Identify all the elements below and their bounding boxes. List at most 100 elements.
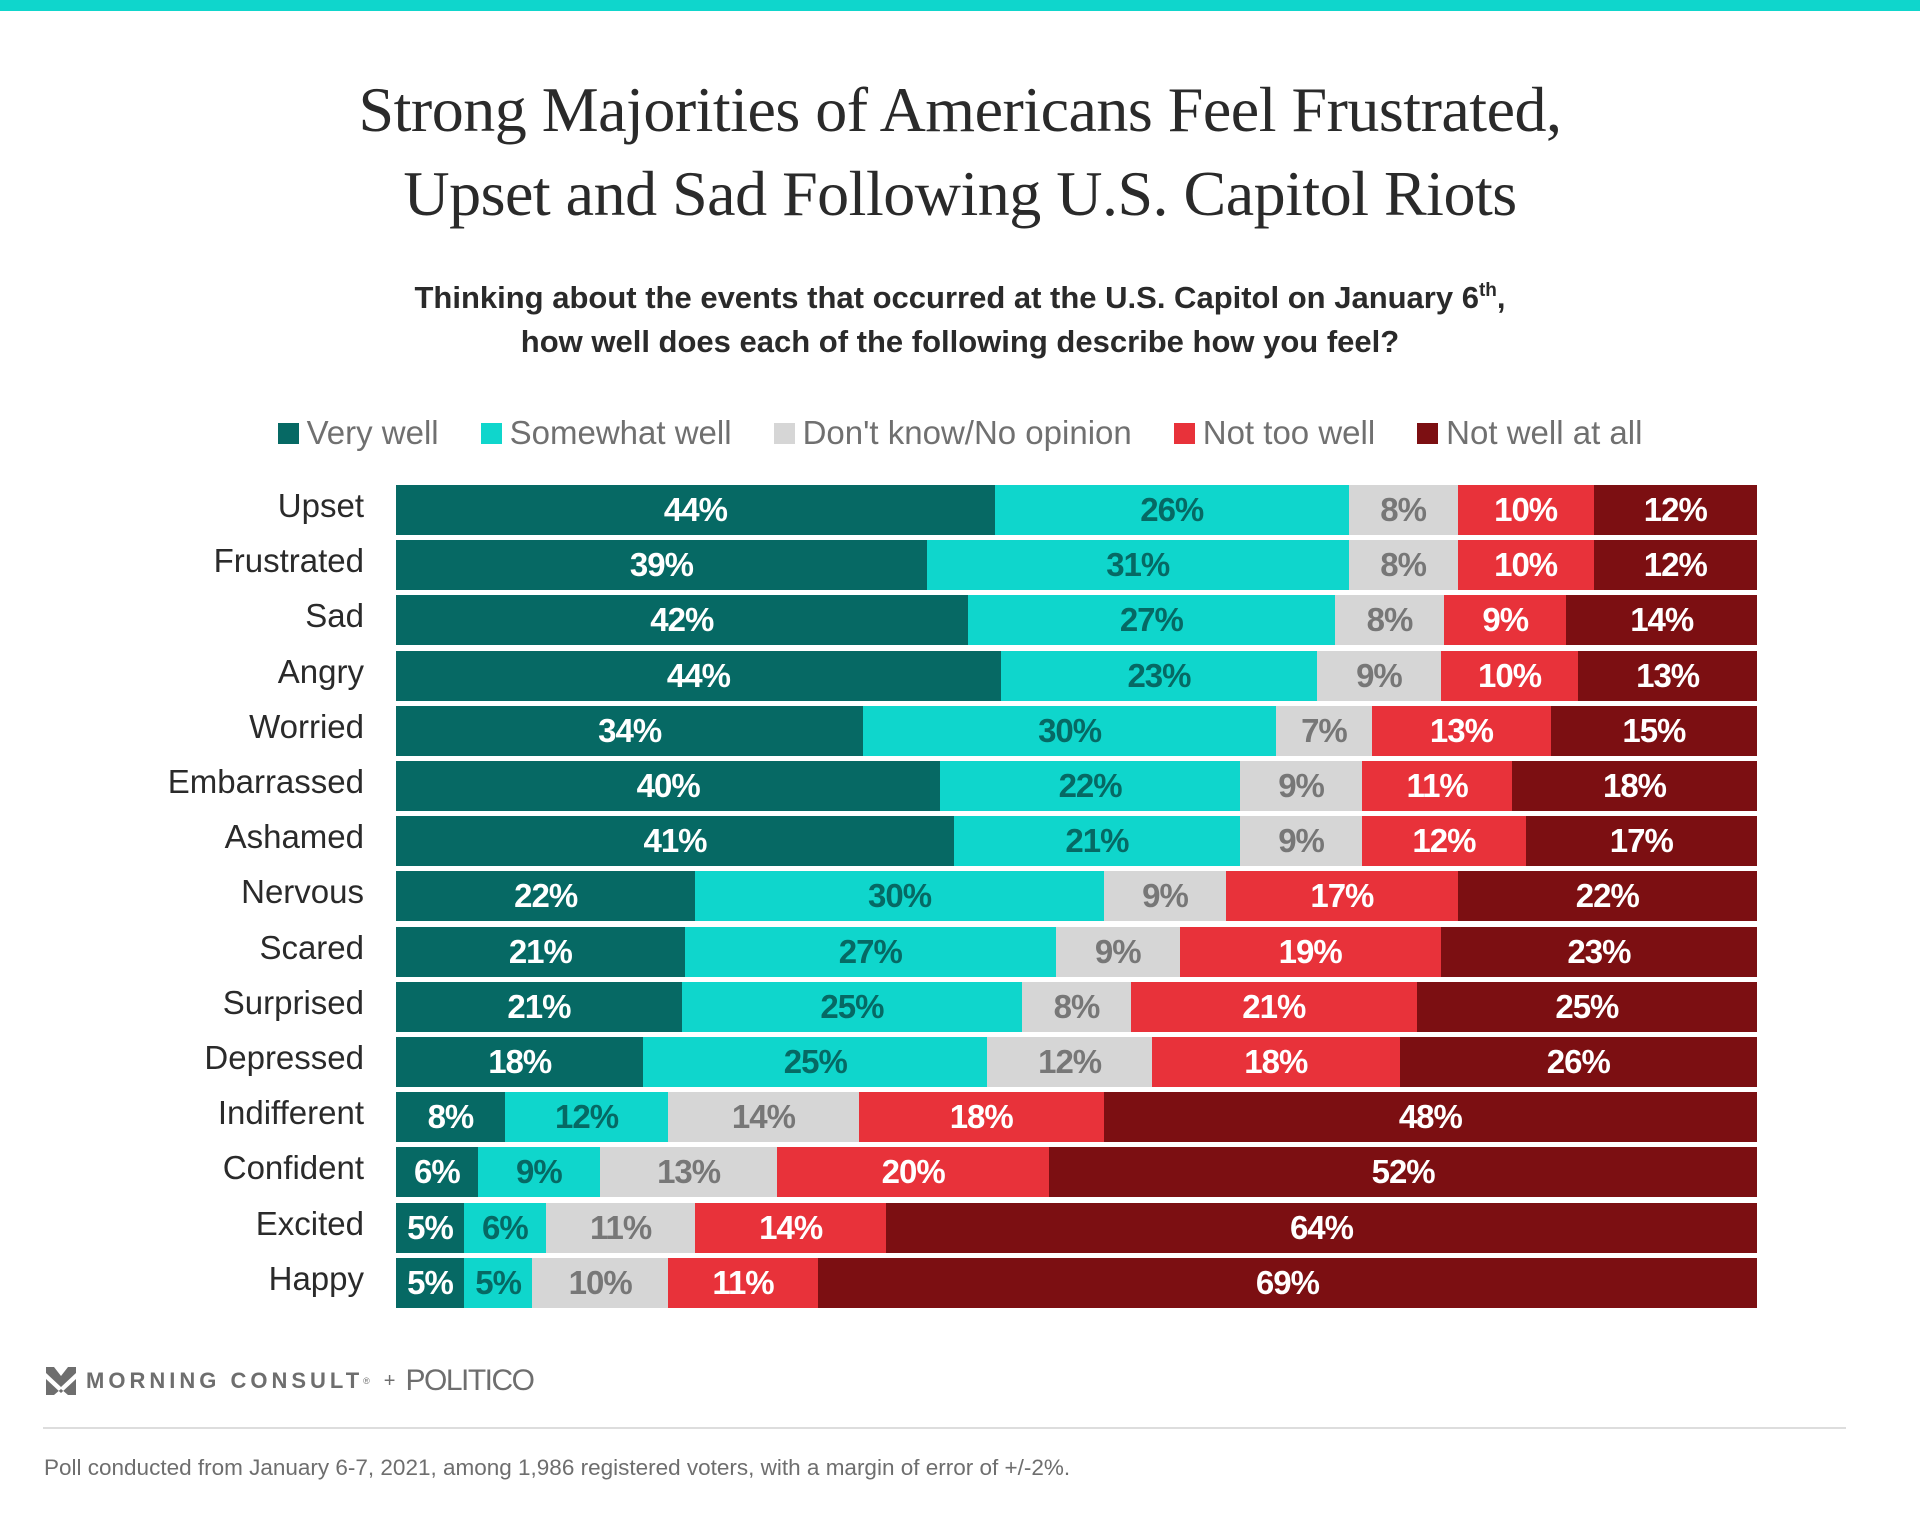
- bar-segment: 44%: [396, 650, 1001, 701]
- data-label: 6%: [413, 1153, 461, 1191]
- data-label: 39%: [629, 546, 694, 584]
- data-label: 19%: [1278, 932, 1343, 970]
- data-label: 22%: [1058, 767, 1123, 804]
- bar-segment: 11%: [668, 1257, 818, 1308]
- legend-label: Very well: [306, 414, 439, 451]
- data-label: 13%: [1429, 711, 1494, 749]
- bar-segment: 12%: [1593, 485, 1757, 535]
- bar-segment: 19%: [1179, 926, 1441, 977]
- bar-segment: 5%: [396, 1257, 465, 1308]
- bar-segment: 12%: [504, 1092, 669, 1143]
- bar-segment: 44%: [396, 485, 995, 535]
- bar-segment: 21%: [954, 816, 1240, 867]
- subtitle-ordinal-suffix: th: [1478, 280, 1497, 301]
- bar-segment: 40%: [396, 761, 941, 811]
- bar-segment: 21%: [396, 926, 685, 977]
- category-label: Scared: [259, 928, 364, 966]
- bar-segment: 22%: [396, 871, 696, 922]
- bar-segment: 6%: [396, 1147, 478, 1198]
- data-label: 13%: [657, 1153, 721, 1191]
- subtitle-line-1-text: Thinking about the events that occurred …: [414, 280, 1479, 315]
- data-label: 13%: [1636, 656, 1700, 694]
- data-label: 6%: [482, 1208, 529, 1246]
- data-label: 14%: [1630, 601, 1694, 639]
- data-label: 10%: [568, 1263, 633, 1301]
- bar-segment: 9%: [1055, 926, 1180, 977]
- legend-item: Not too well: [1173, 414, 1375, 452]
- bar-segment: 13%: [1578, 650, 1757, 701]
- bar-segment: 41%: [396, 816, 954, 867]
- data-label: 11%: [589, 1208, 652, 1246]
- data-label: 9%: [1356, 656, 1403, 694]
- data-label: 64%: [1289, 1208, 1354, 1246]
- bar-segment: 17%: [1525, 816, 1757, 867]
- category-label: Sad: [305, 597, 364, 635]
- data-label: 8%: [427, 1098, 475, 1136]
- category-label: Embarrassed: [167, 763, 364, 800]
- bar-segment: 8%: [396, 1092, 505, 1143]
- politico-wordmark: POLITICO: [405, 1364, 535, 1397]
- bar-segment: 9%: [1317, 650, 1441, 701]
- category-label: Upset: [277, 487, 364, 524]
- morning-consult-wordmark: MORNING CONSULT: [86, 1368, 364, 1393]
- bar-segment: 5%: [464, 1257, 533, 1308]
- bar-segment: 12%: [1362, 816, 1526, 867]
- data-label: 12%: [555, 1098, 619, 1136]
- registered-mark: ®: [363, 1376, 370, 1386]
- category-label: Depressed: [204, 1039, 364, 1076]
- data-label: 31%: [1106, 546, 1170, 584]
- bar-segment: 14%: [695, 1202, 886, 1253]
- data-label: 48%: [1398, 1098, 1463, 1136]
- data-label: 41%: [643, 822, 707, 860]
- brand-plus: +: [383, 1369, 396, 1392]
- methodology-note: Poll conducted from January 6-7, 2021, a…: [44, 1455, 1071, 1480]
- bar-segment: 26%: [994, 485, 1349, 535]
- data-label: 8%: [1380, 546, 1427, 584]
- category-label: Happy: [268, 1259, 364, 1297]
- bar-segment: 12%: [1593, 540, 1757, 591]
- bar-segment: 21%: [1130, 981, 1417, 1032]
- bar-segment: 13%: [1372, 705, 1551, 756]
- morning-consult-logo-icon: [46, 1367, 76, 1395]
- data-label: 20%: [881, 1153, 946, 1191]
- bar-segment: 5%: [396, 1202, 465, 1253]
- bar-segment: 10%: [1457, 485, 1594, 535]
- data-label: 21%: [507, 987, 571, 1025]
- subtitle-line-2: how well does each of the following desc…: [520, 324, 1400, 359]
- bar-segment: 9%: [1239, 761, 1363, 811]
- data-label: 8%: [1380, 491, 1427, 528]
- data-label: 21%: [1242, 987, 1306, 1025]
- legend-item: Not well at all: [1417, 414, 1642, 452]
- data-label: 22%: [1575, 877, 1640, 915]
- legend-swatch: [1173, 422, 1195, 444]
- title-line-2: Upset and Sad Following U.S. Capitol Rio…: [403, 158, 1517, 229]
- bar-segment: 9%: [1103, 871, 1227, 922]
- bar-segment: 20%: [777, 1147, 1050, 1198]
- data-label: 9%: [1142, 877, 1189, 915]
- data-label: 18%: [1602, 767, 1667, 804]
- bar-segment: 42%: [396, 595, 968, 646]
- data-label: 23%: [1127, 656, 1191, 694]
- bar-segment: 52%: [1049, 1147, 1757, 1198]
- data-label: 9%: [516, 1153, 563, 1191]
- category-label: Ashamed: [224, 818, 364, 856]
- bar-segment: 9%: [1239, 816, 1363, 867]
- data-label: 17%: [1310, 877, 1374, 915]
- legend-label: Not well at all: [1446, 414, 1643, 451]
- bar-segment: 18%: [1512, 761, 1757, 811]
- data-label: 5%: [475, 1263, 522, 1301]
- data-label: 14%: [759, 1208, 823, 1246]
- bar-segment: 25%: [643, 1037, 988, 1087]
- data-label: 26%: [1140, 491, 1204, 528]
- legend-item: Don't know/No opinion: [773, 414, 1132, 452]
- bar-segment: 8%: [1348, 485, 1458, 535]
- bar-segment: 11%: [545, 1202, 696, 1253]
- bar-segment: 15%: [1550, 705, 1757, 756]
- brand-logos: MORNING CONSULT ® + POLITICO: [46, 1364, 535, 1398]
- chart-subtitle: Thinking about the events that occurred …: [0, 276, 1920, 364]
- bar-segment: 6%: [464, 1202, 546, 1253]
- data-label: 69%: [1255, 1263, 1320, 1301]
- data-label: 27%: [1119, 601, 1184, 639]
- category-label: Angry: [277, 652, 364, 690]
- data-label: 12%: [1643, 491, 1708, 528]
